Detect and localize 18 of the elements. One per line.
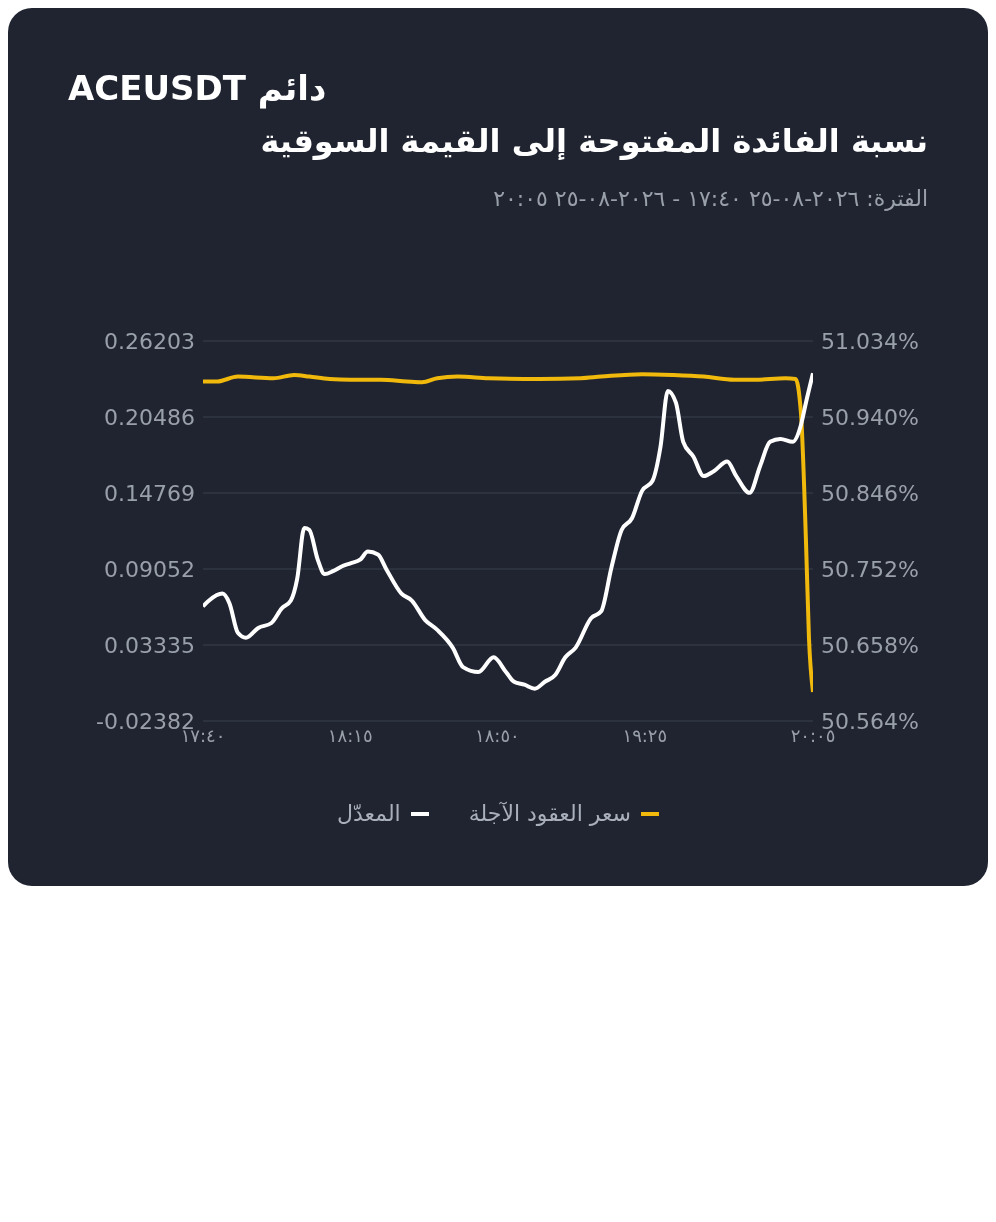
y2-tick-label: 50.752% [821,556,919,582]
y2-tick-label: 50.846% [821,480,919,506]
x-tick-label: ١٨:٥٠ [475,724,520,746]
chart-title: دائم ACEUSDT [67,68,328,108]
y2-tick-label: 50.940% [821,404,919,430]
legend-label: سعر العقود الآجلة [468,801,631,826]
legend-label: المعدّل [337,801,401,826]
y2-tick-label: 50.658% [821,632,919,658]
y-tick-label: 0.20486 [104,404,195,430]
y-tick-label: 0.14769 [104,480,195,506]
text: الفترة: ٢٠٢٦-٠٨-٢٥ ١٧:٤٠ - ٢٠٢٦-٠٨-٢٥ ٢٠:٠٥ [492,185,929,211]
y-tick-label: 0.03335 [104,632,195,658]
x-tick-label: ١٨:١٥ [327,724,373,746]
y-tick-label: 0.09052 [104,556,195,582]
y2-tick-label: 51.034% [821,328,919,354]
chart-subtitle: نسبة الفائدة المفتوحة إلى القيمة السوقية [259,121,929,160]
y-tick-label: 0.26203 [104,328,195,354]
x-tick-label: ١٩:٢٥ [622,724,668,746]
